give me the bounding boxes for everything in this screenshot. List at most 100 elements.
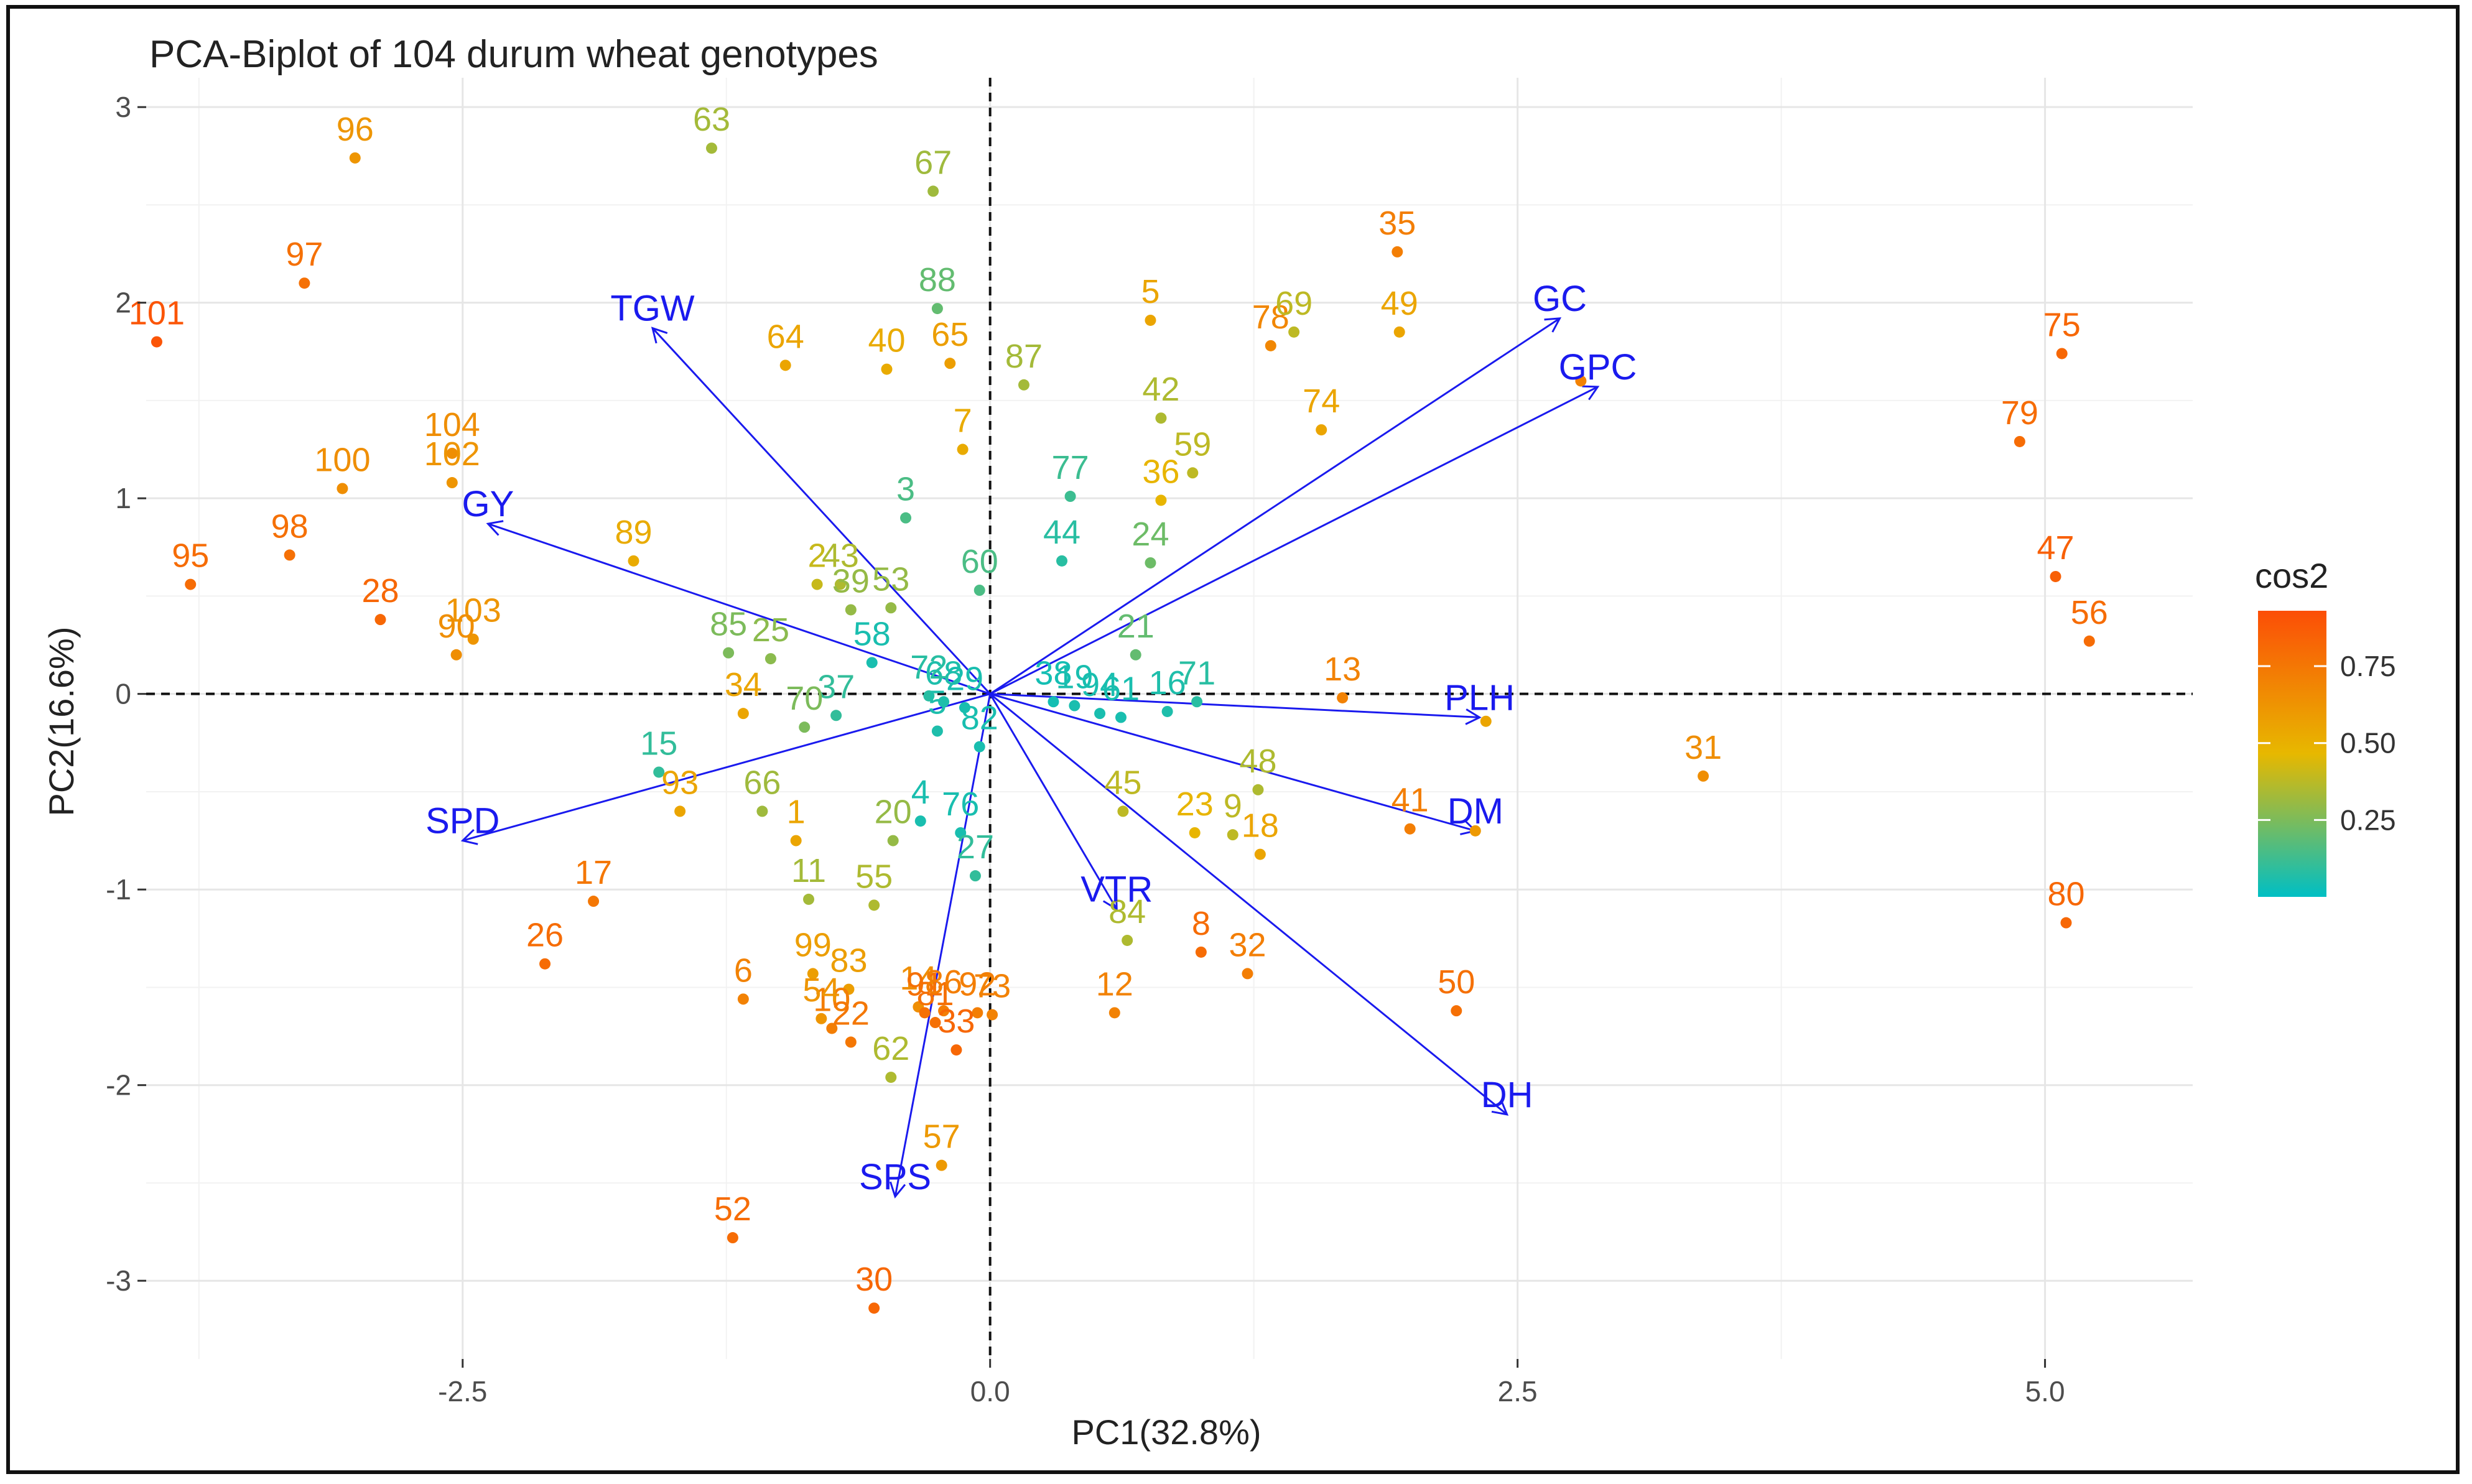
variable-labels: TGW GY SPD SPS VTR DH DM PLH GC GPC	[425, 279, 1637, 1197]
genotype-point	[1122, 934, 1133, 946]
genotype-point	[628, 555, 639, 567]
variable-arrow-spd	[460, 693, 991, 845]
genotype-label: 32	[1229, 926, 1266, 963]
genotype-label: 104	[424, 406, 480, 443]
genotype-point	[887, 835, 899, 846]
legend-ticks: 0.25 0.50 0.75	[2258, 650, 2396, 836]
genotype-label: 66	[743, 764, 781, 801]
genotype-label: 61	[1102, 670, 1140, 707]
genotype-label: 95	[172, 537, 209, 575]
x-axis-label: PC1(32.8%)	[1071, 1412, 1261, 1452]
genotype-point	[885, 602, 897, 614]
genotype-label: 88	[919, 261, 956, 299]
genotype-label: 74	[1303, 383, 1340, 420]
genotype-point	[1069, 700, 1080, 712]
genotype-label: 62	[872, 1030, 909, 1067]
variable-arrow-vtr	[989, 693, 1118, 911]
genotype-point	[756, 805, 768, 817]
y-tick-label: 2	[115, 287, 131, 319]
genotype-point	[815, 1013, 827, 1024]
genotype-point	[1130, 649, 1141, 661]
plot-panel	[146, 78, 2193, 1359]
genotype-point	[2014, 435, 2025, 447]
genotype-label: 79	[2001, 394, 2038, 432]
genotype-point	[2083, 635, 2095, 647]
genotype-point	[1191, 696, 1203, 708]
genotype-point	[467, 633, 479, 645]
genotype-point	[1018, 379, 1029, 391]
genotype-label: 93	[661, 764, 699, 801]
genotype-label: 14	[899, 960, 937, 997]
genotype-point	[1064, 491, 1076, 503]
genotype-point	[185, 578, 197, 590]
genotype-point	[1094, 708, 1106, 720]
genotype-label: 3	[896, 471, 915, 508]
genotype-label: 92	[959, 965, 996, 1003]
genotype-point	[931, 303, 943, 315]
genotype-label: 42	[1142, 371, 1179, 408]
variable-label-tgw: TGW	[610, 289, 695, 329]
legend-title: cos2	[2255, 556, 2328, 595]
genotype-point	[1145, 314, 1156, 326]
genotype-label: 101	[129, 295, 185, 332]
genotype-points	[151, 142, 2095, 1314]
genotype-point	[923, 690, 935, 702]
genotype-label: 103	[445, 592, 501, 629]
genotype-label: 84	[1108, 893, 1146, 930]
genotype-label: 21	[1117, 608, 1155, 645]
genotype-point	[705, 142, 717, 154]
genotype-point	[799, 721, 811, 733]
genotype-label: 1	[787, 794, 806, 831]
genotype-label: 53	[872, 560, 909, 598]
genotype-label: 36	[1142, 453, 1179, 490]
genotype-point	[919, 1007, 931, 1019]
genotype-point	[349, 152, 361, 164]
genotype-label: 13	[1324, 651, 1361, 688]
genotype-label: 60	[961, 543, 998, 580]
legend-tick-label: 0.25	[2340, 804, 2396, 836]
genotype-label: 85	[710, 606, 747, 643]
genotype-point	[1393, 326, 1405, 338]
genotype-label: 81	[916, 975, 954, 1013]
genotype-label: 68	[925, 654, 962, 692]
genotype-label: 4	[911, 774, 930, 811]
genotype-point	[826, 1023, 838, 1034]
genotype-point	[866, 657, 878, 669]
genotype-point	[931, 725, 943, 737]
variable-label-gpc: GPC	[1559, 347, 1637, 387]
y-tick-label: 1	[115, 482, 131, 514]
genotype-label: 48	[1239, 743, 1276, 780]
genotype-point	[1056, 555, 1068, 567]
genotype-label: 97	[286, 236, 323, 273]
genotype-point	[737, 708, 749, 720]
genotype-label: 90	[438, 608, 475, 645]
genotype-point	[1316, 424, 1327, 436]
x-tick-label: 2.5	[1498, 1375, 1538, 1407]
genotype-point	[1252, 784, 1264, 795]
genotype-label: 39	[832, 562, 870, 600]
variable-arrow-plh	[990, 693, 1482, 725]
genotype-point	[1575, 375, 1587, 387]
genotype-point	[938, 696, 950, 708]
genotype-label: 25	[752, 611, 789, 649]
genotype-label: 24	[1131, 516, 1169, 553]
genotype-label: 7	[954, 402, 972, 440]
genotype-label: 76	[942, 786, 979, 823]
genotype-point	[927, 185, 939, 197]
genotype-point	[539, 958, 551, 970]
genotype-point	[1451, 1005, 1462, 1017]
genotype-point	[845, 604, 857, 616]
genotype-point	[1337, 692, 1349, 703]
genotype-label: 89	[615, 514, 652, 551]
genotype-label: 19	[1056, 659, 1093, 696]
x-tick-label: 5.0	[2025, 1375, 2065, 1407]
chart-frame	[6, 5, 2460, 1474]
genotype-point	[1404, 823, 1416, 835]
genotype-point	[834, 578, 846, 590]
genotype-point	[1392, 246, 1403, 257]
y-tick-label: 0	[115, 678, 131, 710]
genotype-label: 96	[337, 111, 374, 148]
genotype-point	[955, 827, 967, 838]
genotype-point	[2056, 348, 2068, 359]
